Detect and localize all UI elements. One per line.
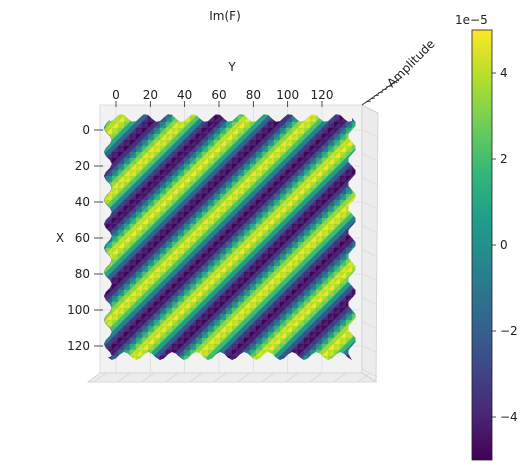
perspective-gridlines bbox=[93, 104, 378, 383]
z-tick-mark bbox=[369, 97, 376, 100]
perspective-gridline bbox=[361, 344, 378, 354]
perspective-gridline bbox=[361, 248, 378, 258]
y-tick-label: 120 bbox=[311, 88, 334, 102]
x-tick-label: 0 bbox=[82, 123, 90, 137]
perspective-gridline bbox=[361, 296, 378, 306]
z-axis: Amplitude bbox=[361, 37, 438, 106]
y-tick-label: 0 bbox=[112, 88, 120, 102]
perspective-gridline bbox=[361, 272, 378, 282]
perspective-gridline bbox=[333, 372, 347, 383]
perspective-gridline bbox=[141, 372, 155, 383]
perspective-gridline bbox=[357, 372, 371, 383]
z-tick-mark bbox=[373, 94, 380, 97]
x-tick-label: 100 bbox=[67, 303, 90, 317]
colorbar-tick-label: 0 bbox=[500, 238, 508, 252]
z-tick-mark bbox=[381, 88, 388, 91]
colorbar-ticks: −4 −2 0 2 4 bbox=[492, 66, 518, 424]
colorbar: −4 −2 0 2 4 1e−5 bbox=[455, 13, 518, 461]
perspective-gridline bbox=[189, 372, 203, 383]
perspective-gridline bbox=[361, 320, 378, 330]
y-axis-label: Y bbox=[227, 60, 236, 74]
z-axis-label: Amplitude bbox=[384, 37, 437, 90]
right-pane bbox=[361, 104, 379, 383]
colorbar-tick-label: 4 bbox=[500, 66, 508, 80]
perspective-gridline bbox=[165, 372, 179, 383]
colorbar-tick-label: 2 bbox=[500, 152, 508, 166]
x-tick-label: 40 bbox=[75, 195, 90, 209]
perspective-gridline bbox=[237, 372, 251, 383]
y-tick-label: 100 bbox=[276, 88, 299, 102]
x-tick-label: 20 bbox=[75, 159, 90, 173]
colorbar-fill bbox=[471, 29, 493, 461]
y-tick-label: 60 bbox=[211, 88, 226, 102]
perspective-gridline bbox=[117, 372, 131, 383]
perspective-gridline bbox=[361, 128, 378, 138]
perspective-gridline bbox=[93, 372, 107, 383]
surface-plot bbox=[104, 114, 356, 360]
z-tick-mark bbox=[365, 100, 372, 103]
perspective-gridline bbox=[361, 176, 378, 186]
perspective-gridline bbox=[309, 372, 323, 383]
y-tick-label: 80 bbox=[246, 88, 261, 102]
x-axis: 0 20 40 60 80 100 120 bbox=[67, 123, 103, 353]
x-tick-label: 60 bbox=[75, 231, 90, 245]
perspective-gridline bbox=[213, 372, 227, 383]
perspective-gridline bbox=[285, 372, 299, 383]
chart-title: Im(F) bbox=[209, 9, 241, 23]
perspective-gridline bbox=[361, 224, 378, 234]
colorbar-tick-label: −4 bbox=[500, 410, 518, 424]
y-tick-label: 20 bbox=[143, 88, 158, 102]
z-tick-mark bbox=[377, 91, 384, 94]
colorbar-tick-label: −2 bbox=[500, 324, 518, 338]
perspective-gridline bbox=[361, 200, 378, 210]
y-axis: 0 20 40 60 80 100 120 bbox=[112, 88, 333, 107]
perspective-gridline bbox=[361, 104, 378, 114]
colorbar-offset-text: 1e−5 bbox=[455, 13, 488, 27]
x-axis-label: X bbox=[56, 231, 64, 245]
perspective-gridline bbox=[261, 372, 275, 383]
x-tick-label: 80 bbox=[75, 267, 90, 281]
perspective-gridline bbox=[361, 152, 378, 162]
y-tick-label: 40 bbox=[177, 88, 192, 102]
x-tick-label: 120 bbox=[67, 339, 90, 353]
bottom-pane bbox=[86, 372, 378, 383]
